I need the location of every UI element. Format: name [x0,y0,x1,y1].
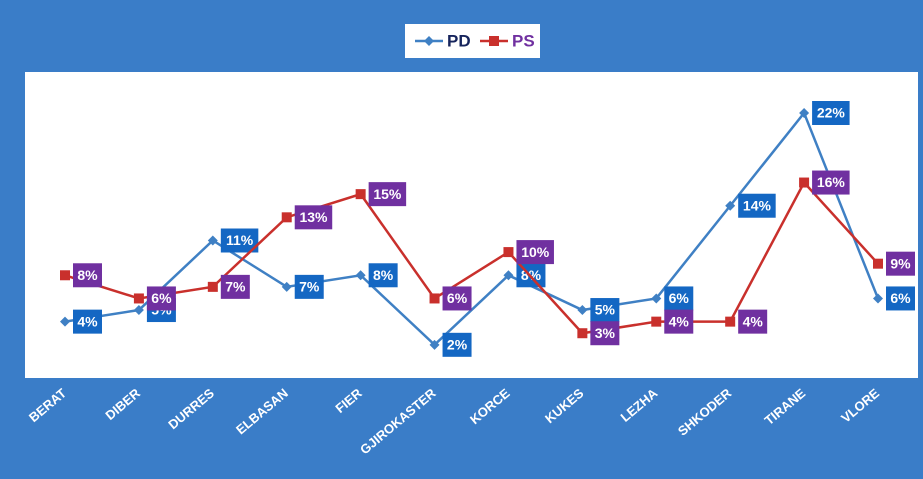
marker [503,247,514,258]
marker [651,293,662,304]
marker [207,281,218,292]
value-label-box [73,263,102,288]
legend-marker [489,36,499,46]
value-label-box [812,170,850,195]
marker [60,316,70,327]
value-label-box [442,286,472,311]
legend-marker [424,36,434,46]
value-label-box [886,251,915,276]
marker [873,258,883,269]
value-label: 9% [890,255,911,271]
value-label-box [294,274,324,299]
value-label: 2% [447,337,468,353]
plot-area [25,72,918,378]
value-label-box [442,332,472,357]
value-label-box [516,240,554,265]
value-label: 4% [77,313,98,329]
marker [133,305,144,316]
value-label-box [220,274,250,299]
value-label-box [146,286,176,311]
marker [577,305,588,316]
marker [799,108,810,118]
marker [60,270,70,281]
value-label: 11% [226,232,254,248]
value-label: 8% [373,267,394,283]
marker [355,189,366,200]
value-label: 22% [817,105,846,121]
value-label: 15% [373,186,402,202]
value-label: 10% [521,244,550,260]
value-label: 7% [225,279,246,295]
value-label: 8% [77,267,98,283]
value-label-box [664,286,694,311]
marker [207,235,218,246]
marker [725,316,736,327]
value-label: 3% [595,325,616,341]
value-label: 6% [447,290,468,306]
value-label-box [73,309,102,334]
marker [281,212,292,223]
value-label: 14% [743,197,772,213]
value-label: 6% [151,290,172,306]
marker [799,177,810,188]
value-label: 16% [817,174,846,190]
value-label: 5% [595,302,616,318]
marker [429,339,440,350]
marker [725,200,736,211]
value-label-box [368,182,407,207]
marker [429,293,440,304]
value-label-box [590,298,620,323]
value-label: 6% [890,290,911,306]
legend-label: PD [447,31,471,50]
value-label-box [886,286,915,311]
marker [133,293,144,304]
value-label-box [590,321,620,346]
value-label-box [368,263,398,288]
legend-label: PS [512,31,535,50]
value-label-box [738,193,776,218]
value-label: 4% [743,313,764,329]
value-label: 6% [669,290,690,306]
series-line [64,180,879,335]
marker [873,293,883,304]
value-label-box [664,309,694,334]
value-label: 13% [299,209,328,225]
value-label: 7% [299,279,320,295]
value-label-box [812,101,850,125]
value-label: 4% [669,313,690,329]
marker [503,270,514,281]
value-label-box [738,309,768,334]
value-label-box [294,205,333,230]
marker [651,316,662,327]
marker [355,270,366,281]
marker [281,281,292,292]
marker [577,328,588,339]
